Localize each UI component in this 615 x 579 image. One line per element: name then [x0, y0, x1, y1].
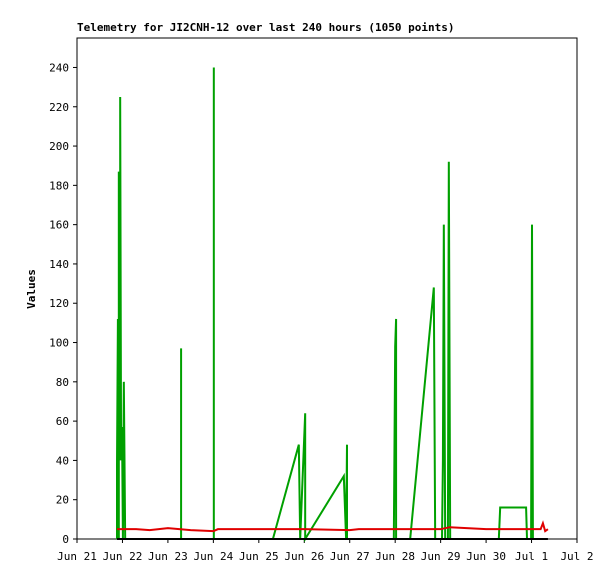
x-tick-label: Jun 25 [239, 550, 279, 563]
chart-title: Telemetry for JI2CNH-12 over last 240 ho… [77, 21, 455, 34]
y-tick-label: 220 [49, 101, 69, 114]
x-tick-label: Jun 23 [148, 550, 188, 563]
series-line [116, 67, 534, 543]
x-tick-label: Jul 2 [560, 550, 593, 563]
y-tick-label: 120 [49, 297, 69, 310]
y-tick-label: 60 [56, 415, 69, 428]
x-tick-label: Jun 21 [57, 550, 97, 563]
x-tick-label: Jun 27 [330, 550, 370, 563]
y-tick-label: 20 [56, 494, 69, 507]
y-tick-label: 0 [62, 533, 69, 546]
x-tick-label: Jun 30 [466, 550, 506, 563]
x-tick-label: Jun 22 [103, 550, 143, 563]
y-tick-label: 200 [49, 140, 69, 153]
y-tick-label: 100 [49, 337, 69, 350]
x-tick-label: Jun 24 [193, 550, 233, 563]
y-tick-label: 80 [56, 376, 69, 389]
y-tick-label: 40 [56, 454, 69, 467]
y-tick-label: 180 [49, 179, 69, 192]
x-tick-label: Jul 1 [515, 550, 548, 563]
plot-frame [76, 37, 578, 540]
x-tick-label: Jun 29 [421, 550, 461, 563]
y-tick-label: 240 [49, 61, 69, 74]
y-tick-label: 160 [49, 219, 69, 232]
y-tick-label: 140 [49, 258, 69, 271]
series-line [117, 520, 549, 533]
x-tick-label: Jun 26 [284, 550, 324, 563]
y-axis-label: Values [25, 269, 38, 309]
x-tick-label: Jun 28 [375, 550, 415, 563]
